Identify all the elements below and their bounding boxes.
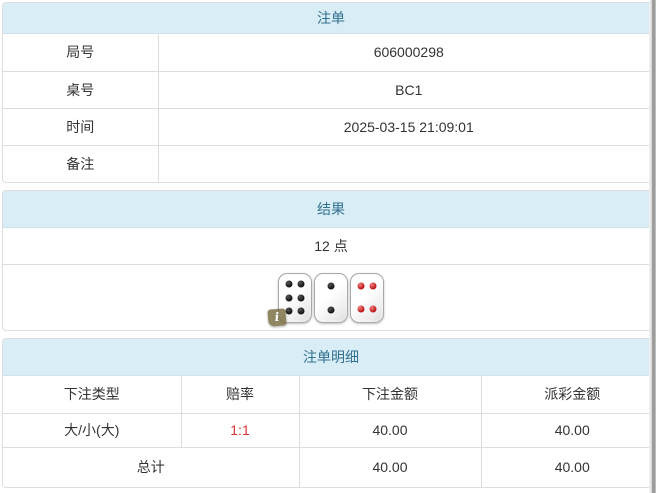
- table-row: 桌号 BC1: [3, 71, 656, 109]
- table-row: 备注: [3, 145, 656, 182]
- die-pip: [285, 307, 293, 315]
- column-header-bet-type: 下注类型: [3, 376, 182, 414]
- die-2-image: [314, 272, 348, 323]
- dice-row: i: [3, 265, 656, 330]
- bet-details-title: 注单明细: [3, 339, 656, 376]
- bet-detail-row: 大/小(大) 1:1 40.00 40.00: [3, 413, 656, 448]
- die-pip: [285, 294, 293, 301]
- column-header-odds: 赔率: [181, 376, 300, 414]
- result-panel: 结果 12 点 i: [2, 190, 656, 331]
- total-row: 总计 40.00 40.00: [3, 447, 656, 487]
- bet-slip-title: 注单: [3, 3, 656, 34]
- result-points: 12 点: [3, 228, 656, 265]
- die-pip: [327, 282, 335, 289]
- bet-details-panel: 注单明细 下注类型 赔率 下注金额 派彩金额 大/小(大) 1:1 40.00 …: [2, 338, 656, 488]
- die-pip: [369, 305, 377, 313]
- column-header-payout-amount: 派彩金额: [481, 376, 656, 414]
- bet-slip-panel: 注单 局号 606000298 桌号 BC1 时间 2025-03-15 21:…: [2, 2, 656, 183]
- die-pip: [369, 282, 377, 290]
- table-row: 时间 2025-03-15 21:09:01: [3, 108, 656, 146]
- die-pip: [297, 294, 305, 301]
- die-6-image: i: [267, 272, 312, 327]
- field-value-table-number: BC1: [158, 71, 656, 109]
- die-pip: [357, 305, 365, 313]
- odds-cell: 1:1: [181, 413, 300, 448]
- table-header-row: 下注类型 赔率 下注金额 派彩金额: [3, 376, 656, 414]
- field-label-time: 时间: [3, 108, 159, 146]
- die-4-image: [350, 272, 384, 323]
- field-label-remark: 备注: [3, 145, 159, 182]
- field-label-game-number: 局号: [3, 34, 159, 72]
- field-value-game-number: 606000298: [158, 34, 656, 72]
- total-payout-amount: 40.00: [481, 447, 656, 487]
- info-badge-icon[interactable]: i: [267, 307, 287, 327]
- payout-amount-cell: 40.00: [481, 413, 656, 448]
- column-header-bet-amount: 下注金额: [299, 376, 482, 414]
- result-title: 结果: [3, 191, 656, 228]
- field-value-time: 2025-03-15 21:09:01: [158, 108, 656, 146]
- bet-type-cell: 大/小(大): [3, 413, 182, 448]
- window-right-edge: [649, 0, 656, 493]
- die-pip: [327, 306, 335, 313]
- die-pip: [297, 307, 305, 315]
- field-label-table-number: 桌号: [3, 71, 159, 109]
- die-pip: [285, 280, 293, 288]
- total-label: 总计: [3, 447, 300, 487]
- die-pip: [297, 280, 305, 288]
- total-bet-amount: 40.00: [299, 447, 482, 487]
- bet-details-table: 下注类型 赔率 下注金额 派彩金额 大/小(大) 1:1 40.00 40.00…: [3, 376, 656, 487]
- table-row: 局号 606000298: [3, 34, 656, 72]
- die-pip: [357, 282, 365, 290]
- field-value-remark: [158, 145, 656, 182]
- bet-amount-cell: 40.00: [299, 413, 482, 448]
- bet-slip-table: 局号 606000298 桌号 BC1 时间 2025-03-15 21:09:…: [3, 34, 656, 182]
